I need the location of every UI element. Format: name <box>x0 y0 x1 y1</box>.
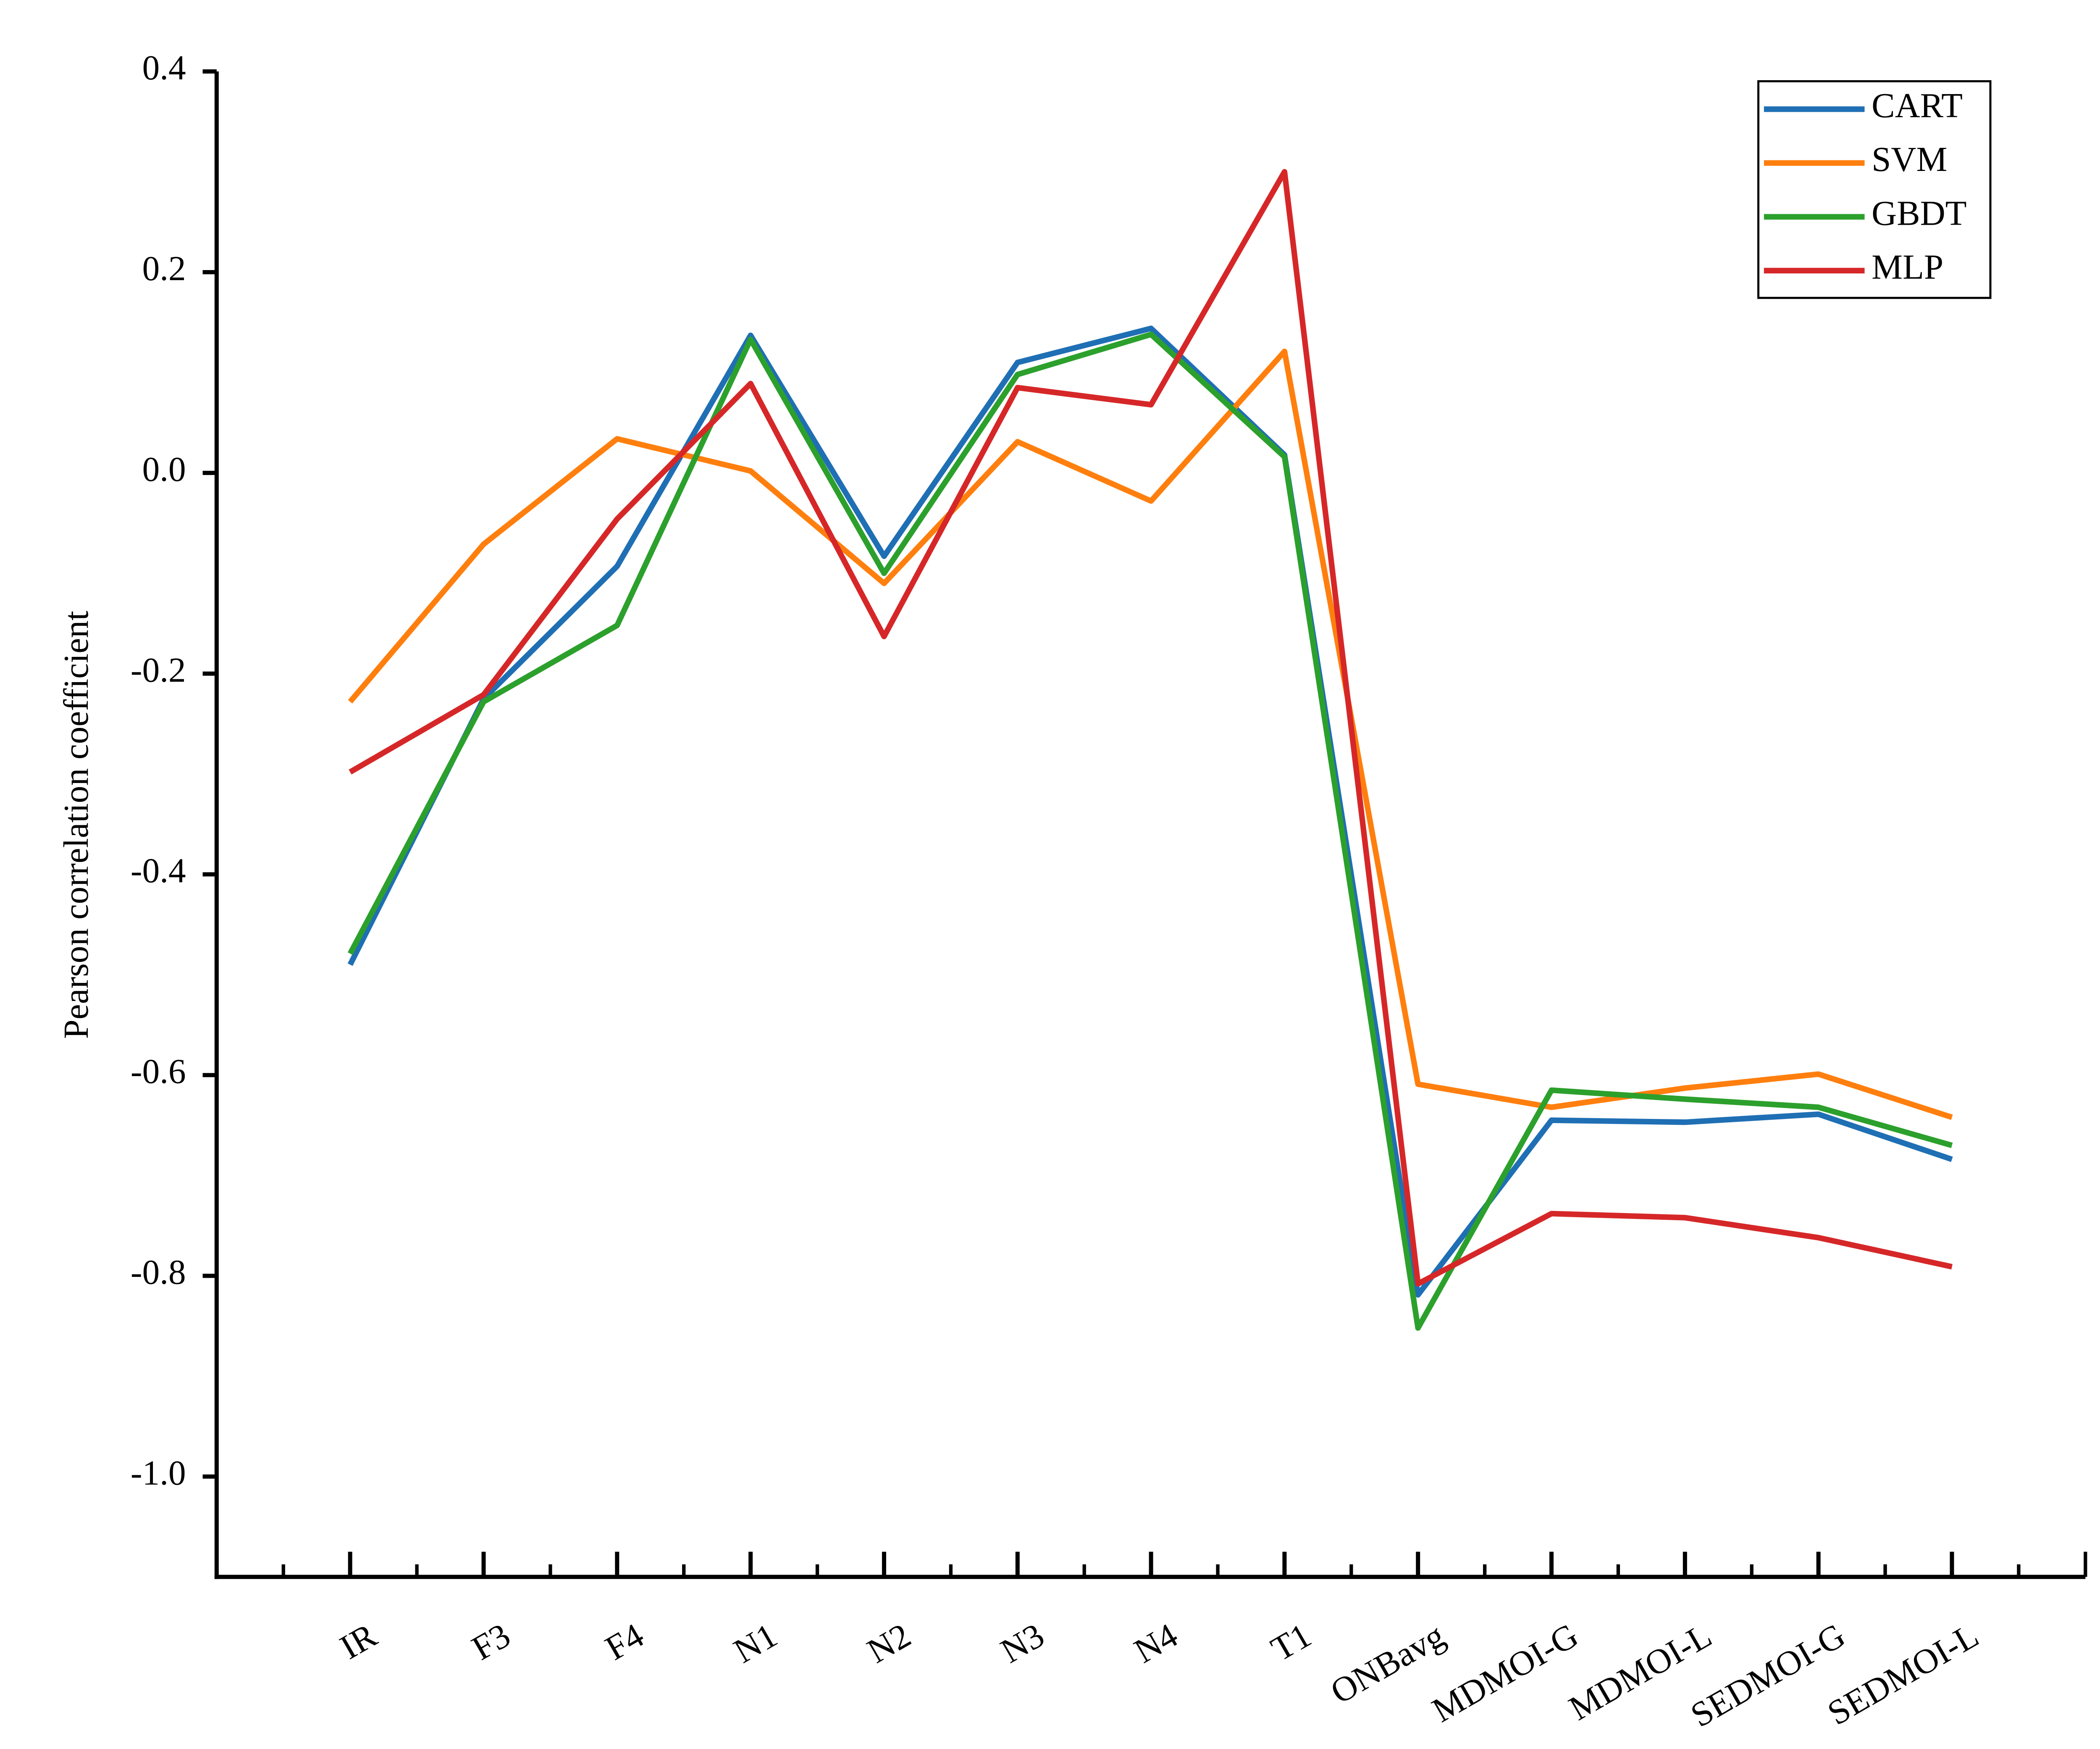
x-tick-label: SEDMOI-L <box>1821 1616 1985 1733</box>
series-line <box>347 331 1953 1331</box>
series-line <box>347 326 1953 1298</box>
legend-label: GBDT <box>1872 194 1966 232</box>
x-tick-label: MDMOI-G <box>1425 1616 1584 1730</box>
y-tick-label: -1.0 <box>131 1453 186 1492</box>
y-tick-label: 0.4 <box>142 48 186 87</box>
y-tick-label: 0.2 <box>142 249 186 288</box>
y-tick-label: 0.0 <box>142 450 186 488</box>
x-tick-label: N4 <box>1128 1616 1184 1671</box>
y-tick-label: -0.6 <box>131 1052 186 1091</box>
x-tick-label: IR <box>333 1615 383 1667</box>
x-tick-label: F4 <box>599 1616 650 1668</box>
legend-box <box>1757 80 1992 299</box>
y-tick-label: -0.8 <box>131 1253 186 1292</box>
series-line <box>348 349 1953 1120</box>
x-tick-label: N2 <box>861 1616 917 1671</box>
x-tick-label: SEDMOI-G <box>1684 1616 1851 1735</box>
legend-label: SVM <box>1872 140 1947 179</box>
y-axis-title: Pearson correlation coefficient <box>57 611 95 1039</box>
series-line <box>349 169 1953 1287</box>
y-tick-label: -0.2 <box>131 651 186 689</box>
x-tick-label: N3 <box>994 1616 1050 1671</box>
y-tick-label: -0.4 <box>131 851 186 890</box>
x-tick-label: F3 <box>465 1616 517 1668</box>
x-tick-label: N1 <box>727 1616 784 1671</box>
legend-label: CART <box>1872 86 1963 125</box>
legend-label: MLP <box>1872 247 1943 286</box>
x-tick-label: T1 <box>1265 1616 1318 1669</box>
